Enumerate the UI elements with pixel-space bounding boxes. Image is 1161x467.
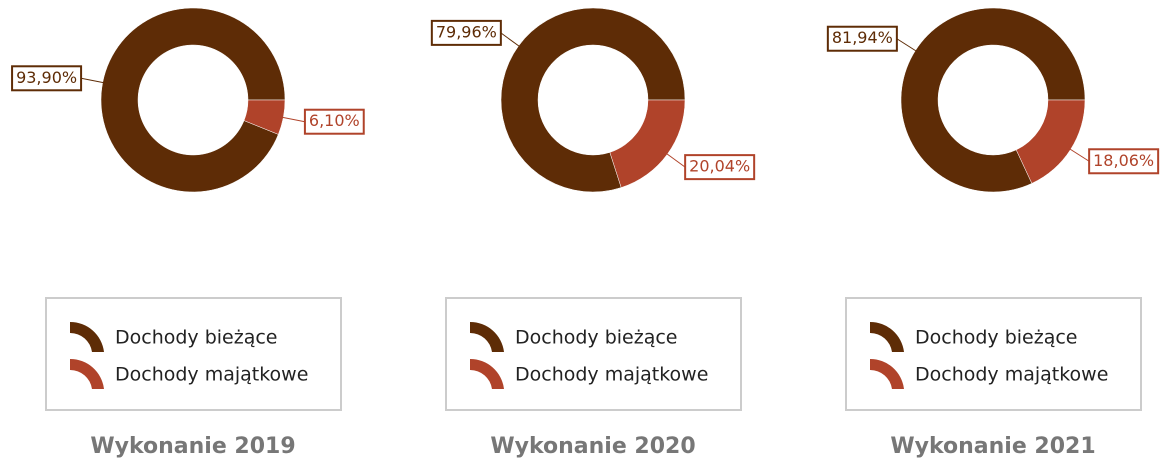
- label-text: 93,90%: [16, 68, 77, 87]
- label-text: 20,04%: [689, 157, 750, 176]
- legend-box: [845, 297, 1142, 411]
- data-label: 79,96%: [430, 19, 502, 46]
- label-text: 81,94%: [832, 28, 893, 47]
- donut-segment: [243, 99, 286, 135]
- data-label: 93,90%: [11, 65, 83, 92]
- legend-label: Dochody bieżące: [515, 327, 678, 349]
- label-box: [303, 108, 365, 135]
- label-box: [684, 154, 756, 181]
- leader-line: [1068, 147, 1090, 162]
- legend-label: Dochody majątkowe: [515, 364, 708, 386]
- chart-title: Wykonanie 2019: [90, 434, 295, 459]
- label-text: 79,96%: [436, 22, 497, 41]
- legend-label: Dochody majątkowe: [115, 364, 308, 386]
- legend-icon: [870, 358, 904, 389]
- legend-icon: [70, 358, 104, 389]
- label-box: [826, 25, 898, 52]
- label-text: 6,10%: [309, 111, 360, 130]
- data-label: 18,06%: [1088, 148, 1160, 175]
- donut-segment: [609, 99, 686, 188]
- leader-line: [281, 116, 306, 123]
- chart-title: Wykonanie 2021: [890, 434, 1095, 459]
- legend-label: Dochody bieżące: [915, 327, 1078, 349]
- leader-line: [896, 38, 918, 53]
- data-label: 81,94%: [826, 25, 898, 52]
- legend-label: Dochody majątkowe: [915, 364, 1108, 386]
- label-box: [11, 65, 83, 92]
- legend-icon: [470, 358, 504, 389]
- leader-line: [80, 77, 105, 84]
- leader-line: [665, 152, 686, 168]
- data-label: 6,10%: [303, 108, 365, 135]
- label-text: 18,06%: [1093, 151, 1154, 170]
- donut-segment: [500, 7, 686, 193]
- legend-box: [445, 297, 742, 411]
- donut-segment: [1015, 99, 1086, 184]
- legend-icon: [470, 321, 504, 352]
- donut-segment: [900, 7, 1086, 193]
- legend-icon: [70, 321, 104, 352]
- data-label: 20,04%: [684, 154, 756, 181]
- legend-box: [45, 297, 342, 411]
- leader-line: [500, 32, 521, 48]
- legend-icon: [870, 321, 904, 352]
- label-box: [430, 19, 502, 46]
- legend-label: Dochody bieżące: [115, 327, 278, 349]
- label-box: [1088, 148, 1160, 175]
- donut-segment: [100, 7, 286, 193]
- chart-title: Wykonanie 2020: [490, 434, 695, 459]
